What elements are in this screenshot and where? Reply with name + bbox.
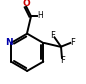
- Text: F: F: [70, 38, 75, 47]
- Text: O: O: [22, 0, 30, 8]
- Text: F: F: [50, 31, 55, 40]
- Text: F: F: [60, 56, 65, 65]
- Text: N: N: [6, 38, 13, 47]
- Text: H: H: [37, 11, 43, 20]
